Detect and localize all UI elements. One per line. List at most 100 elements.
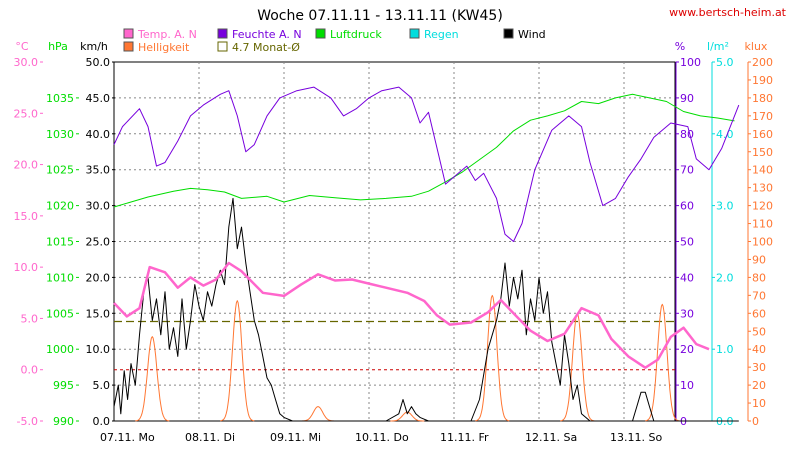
axis-unit-pressure: hPa <box>48 40 68 53</box>
legend-label-temp: Temp. A. N <box>137 28 197 41</box>
series-temp <box>113 261 710 369</box>
x-tick-label: 13.11. So <box>610 431 662 444</box>
axis-tick-label-lux: 30 <box>752 361 766 374</box>
legend-swatch-monat <box>217 41 228 52</box>
axis-unit-humidity: % <box>675 40 685 53</box>
axis-tick-label-temp: 20.0 <box>14 159 39 172</box>
axis-tick-label-wind: 45.0 <box>86 92 111 105</box>
axis-tick-label-wind: 15.0 <box>86 307 111 320</box>
axis-tick-label-wind: 35.0 <box>86 164 111 177</box>
axis-tick-label-pressure: 1000 <box>46 343 74 356</box>
source-link[interactable]: www.bertsch-heim.at <box>669 6 787 19</box>
data-series <box>113 86 740 422</box>
axis-tick-label-temp: 25.0 <box>14 107 39 120</box>
series-luftdruck <box>113 93 735 208</box>
axis-tick-label-lux: 200 <box>752 56 773 69</box>
legend-label-wind: Wind <box>518 28 546 41</box>
axis-tick-label-humidity: 10 <box>680 379 694 392</box>
axis-tick-label-humidity: 30 <box>680 307 694 320</box>
axis-tick-label-lux: 90 <box>752 253 766 266</box>
axis-tick-label-lux: 140 <box>752 164 773 177</box>
axis-tick-label-rain: 5.0 <box>716 56 734 69</box>
axis-tick-label-lux: 120 <box>752 200 773 213</box>
axis-tick-label-wind: 50.0 <box>86 56 111 69</box>
axis-tick-label-temp: 0.0 <box>21 364 39 377</box>
legend-swatch-feuchte <box>217 28 228 39</box>
axis-tick-label-lux: 20 <box>752 379 766 392</box>
series-helligkeit <box>301 406 335 422</box>
axis-scales: 30.025.020.015.010.05.00.0-5.0°C10351030… <box>14 40 774 444</box>
axis-tick-label-pressure: 1030 <box>46 128 74 141</box>
axis-tick-label-lux: 100 <box>752 236 773 249</box>
x-tick-label: 11.11. Fr <box>440 431 489 444</box>
chart-title: Woche 07.11.11 - 13.11.11 (KW45) <box>257 8 503 24</box>
grid-lines <box>113 61 676 422</box>
axis-unit-lux: klux <box>745 40 768 53</box>
axis-tick-label-humidity: 80 <box>680 128 694 141</box>
axis-tick-label-humidity: 70 <box>680 164 694 177</box>
axis-tick-label-lux: 130 <box>752 182 773 195</box>
legend-swatch-temp <box>123 28 134 39</box>
legend-label-feuchte: Feuchte A. N <box>232 28 302 41</box>
axis-tick-label-wind: 0.0 <box>93 415 111 428</box>
series-helligkeit <box>390 411 425 422</box>
axis-tick-label-lux: 0 <box>752 415 759 428</box>
legend-label-helligkeit: Helligkeit <box>138 41 190 54</box>
axis-tick-label-lux: 70 <box>752 289 766 302</box>
axis-tick-label-pressure: 1025 <box>46 164 74 177</box>
axis-unit-wind: km/h <box>80 40 108 53</box>
axis-tick-label-humidity: 20 <box>680 343 694 356</box>
axis-tick-label-lux: 40 <box>752 343 766 356</box>
axis-tick-label-rain: 2.0 <box>716 271 734 284</box>
legend-swatch-luftdruck <box>315 28 326 39</box>
legend-label-monat: 4.7 Monat-Ø <box>232 41 300 54</box>
axis-tick-label-rain: 1.0 <box>716 343 734 356</box>
axis-tick-label-lux: 60 <box>752 307 766 320</box>
axis-tick-label-lux: 170 <box>752 110 773 123</box>
series-feuchte <box>113 86 740 242</box>
legend-label-luftdruck: Luftdruck <box>330 28 382 41</box>
series-helligkeit <box>560 312 595 422</box>
axis-unit-rain: l/m² <box>707 40 729 53</box>
axis-tick-label-wind: 25.0 <box>86 236 111 249</box>
axis-tick-label-lux: 180 <box>752 92 773 105</box>
axis-tick-label-wind: 40.0 <box>86 128 111 141</box>
axis-tick-label-temp: 5.0 <box>21 312 39 325</box>
axis-tick-label-wind: 5.0 <box>93 379 111 392</box>
axis-tick-label-temp: 15.0 <box>14 210 39 223</box>
series-helligkeit <box>220 300 255 422</box>
x-tick-label: 09.11. Mi <box>270 431 321 444</box>
axis-tick-label-lux: 190 <box>752 74 773 87</box>
series-helligkeit <box>645 303 680 422</box>
axis-tick-label-humidity: 90 <box>680 92 694 105</box>
axis-tick-label-pressure: 1020 <box>46 200 74 213</box>
axis-tick-label-temp: 10.0 <box>14 261 39 274</box>
legend-swatch-regen <box>409 28 420 39</box>
axis-tick-label-lux: 110 <box>752 218 773 231</box>
axis-tick-label-pressure: 1005 <box>46 307 74 320</box>
legend-swatch-wind <box>503 28 514 39</box>
axis-tick-label-lux: 150 <box>752 146 773 159</box>
axis-tick-label-pressure: 1035 <box>46 92 74 105</box>
axis-tick-label-rain: 3.0 <box>716 200 734 213</box>
axis-tick-label-wind: 10.0 <box>86 343 111 356</box>
legend-swatch-helligkeit <box>123 41 134 52</box>
axis-tick-label-humidity: 40 <box>680 271 694 284</box>
axis-tick-label-humidity: 60 <box>680 200 694 213</box>
series-helligkeit <box>475 294 510 422</box>
axis-unit-temp: °C <box>15 40 29 53</box>
axis-tick-label-temp: -5.0 <box>17 415 38 428</box>
legend-label-regen: Regen <box>424 28 459 41</box>
series-wind <box>113 197 739 422</box>
x-tick-label: 08.11. Di <box>185 431 235 444</box>
x-tick-label: 10.11. Do <box>355 431 409 444</box>
axis-tick-label-lux: 50 <box>752 325 766 338</box>
axis-tick-label-pressure: 990 <box>53 415 74 428</box>
axis-tick-label-rain: 4.0 <box>716 128 734 141</box>
axis-tick-label-humidity: 50 <box>680 236 694 249</box>
axis-tick-label-pressure: 1015 <box>46 236 74 249</box>
x-tick-label: 12.11. Sa <box>525 431 577 444</box>
axis-tick-label-temp: 30.0 <box>14 56 39 69</box>
